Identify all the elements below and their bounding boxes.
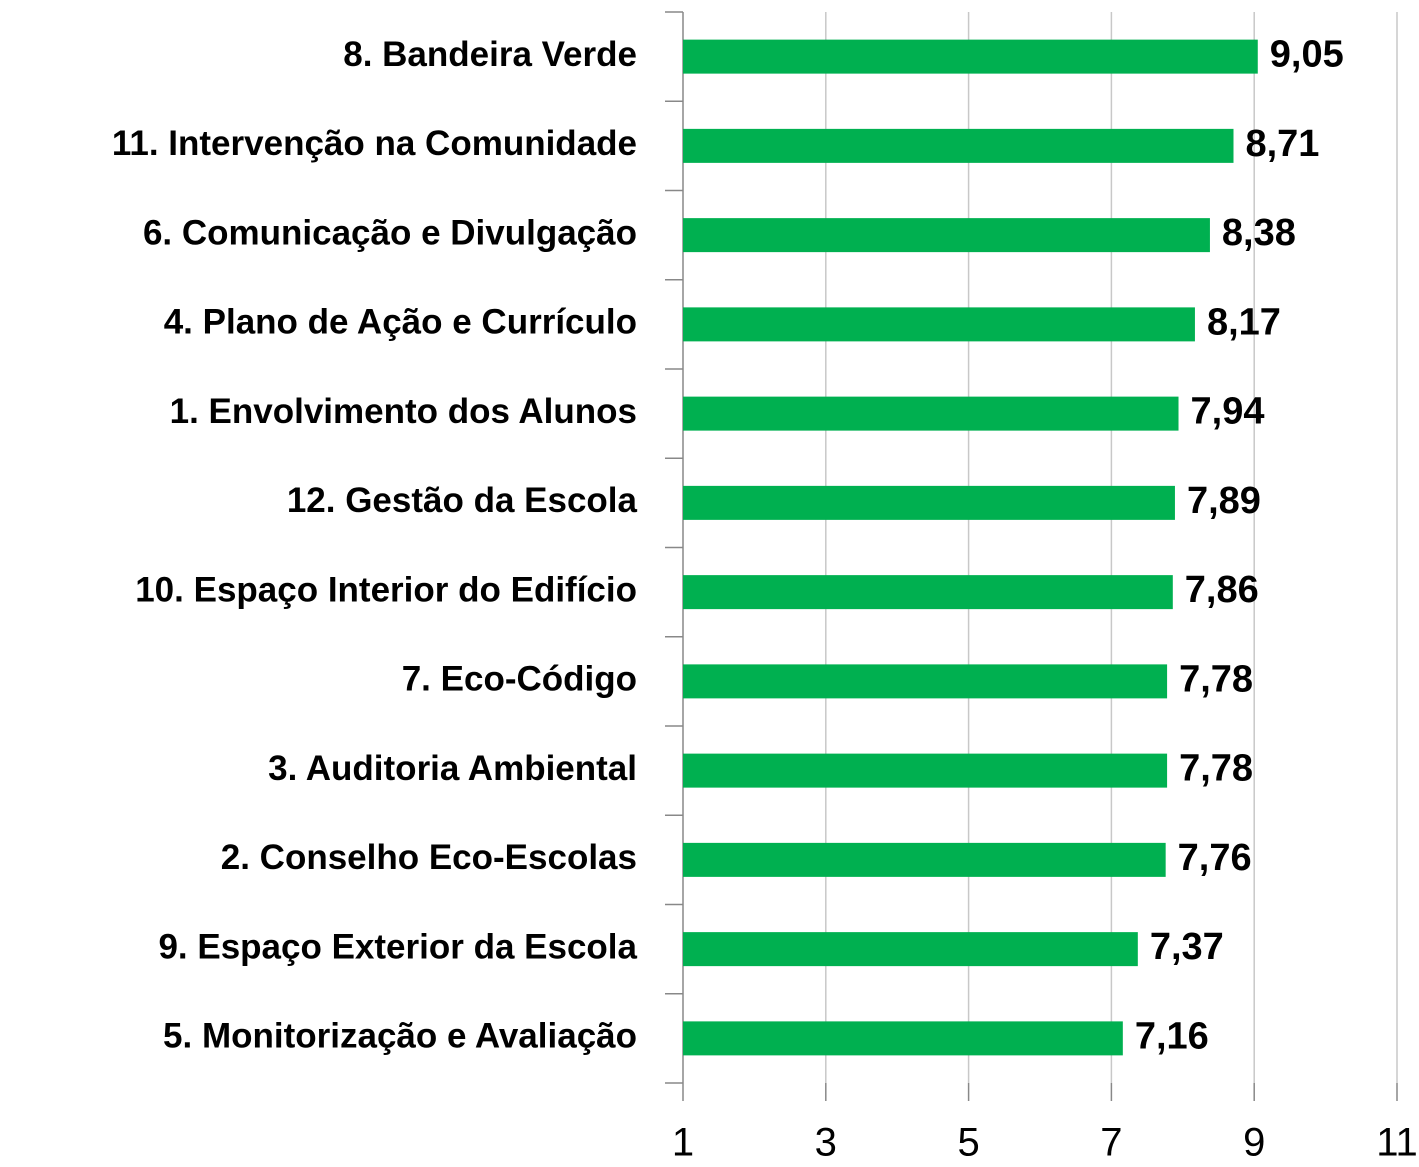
- bar: [683, 842, 1166, 877]
- bar: [683, 575, 1173, 610]
- value-label: 7,78: [1179, 748, 1253, 790]
- value-label: 7,86: [1185, 569, 1259, 611]
- bar: [683, 753, 1168, 788]
- value-label: 7,37: [1150, 926, 1224, 968]
- x-tick-label: 7: [1100, 1121, 1122, 1165]
- category-label: 6. Comunicação e Divulgação: [143, 213, 637, 252]
- category-label: 10. Espaço Interior do Edifício: [135, 570, 637, 609]
- x-tick-label: 9: [1243, 1121, 1265, 1165]
- category-label: 7. Eco-Código: [402, 660, 637, 699]
- value-label: 7,76: [1178, 837, 1252, 879]
- category-label: 2. Conselho Eco-Escolas: [221, 838, 637, 877]
- value-label: 7,89: [1187, 480, 1261, 522]
- bar: [683, 485, 1175, 520]
- x-tick-label: 5: [957, 1121, 979, 1165]
- category-label: 4. Plano de Ação e Currículo: [164, 303, 637, 342]
- x-tick-label: 3: [815, 1121, 837, 1165]
- bar: [683, 307, 1195, 342]
- category-label: 8. Bandeira Verde: [343, 35, 637, 74]
- category-label: 3. Auditoria Ambiental: [268, 749, 637, 788]
- value-label: 8,17: [1207, 301, 1281, 343]
- category-label: 1. Envolvimento dos Alunos: [170, 392, 637, 431]
- category-label: 9. Espaço Exterior da Escola: [158, 927, 637, 966]
- bar: [683, 396, 1179, 431]
- x-tick-label: 1: [672, 1121, 694, 1165]
- value-label: 8,71: [1245, 123, 1319, 165]
- category-label: 11. Intervenção na Comunidade: [112, 124, 637, 163]
- bar: [683, 664, 1168, 699]
- bar: [683, 128, 1234, 163]
- value-label: 7,78: [1179, 658, 1253, 700]
- bar: [683, 932, 1138, 967]
- value-label: 7,94: [1191, 391, 1265, 433]
- value-label: 7,16: [1135, 1015, 1209, 1057]
- category-label: 12. Gestão da Escola: [287, 481, 638, 520]
- bar: [683, 39, 1258, 74]
- x-tick-label: 11: [1376, 1121, 1418, 1165]
- value-label: 9,05: [1270, 34, 1344, 76]
- category-label: 5. Monitorização e Avaliação: [163, 1017, 637, 1056]
- value-label: 8,38: [1222, 212, 1296, 254]
- bar: [683, 218, 1210, 253]
- bar: [683, 1021, 1123, 1056]
